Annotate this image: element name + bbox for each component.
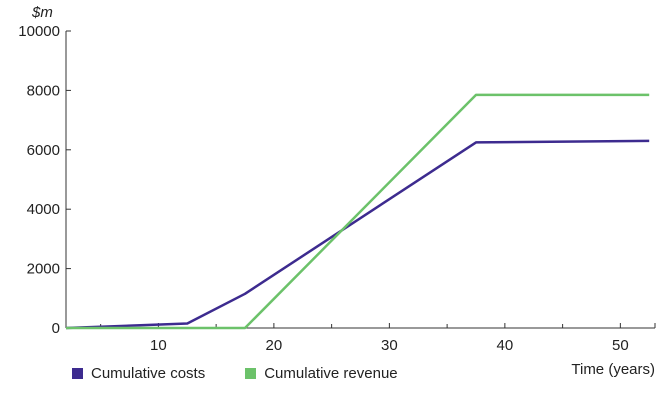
x-tick-label: 30 [381, 337, 398, 354]
legend-label-revenue: Cumulative revenue [264, 365, 398, 382]
axes: 0 2000 4000 6000 8000 10000 10 20 30 40 50 $m Time (… [18, 4, 656, 378]
y-tick-label: 4000 [27, 201, 60, 218]
y-tick-label: 6000 [27, 142, 60, 159]
series-line-1 [66, 93, 650, 330]
y-tick-label: 2000 [27, 261, 60, 278]
legend-item-costs: Cumulative costs [72, 365, 205, 382]
legend: Cumulative costs Cumulative revenue [72, 365, 398, 382]
x-tick-label: 20 [266, 337, 283, 354]
y-tick-label: 10000 [18, 23, 60, 40]
legend-swatch-revenue [245, 368, 257, 379]
y-tick-label: 8000 [27, 82, 60, 99]
legend-label-costs: Cumulative costs [91, 365, 206, 382]
x-axis-label: Time (years) [571, 361, 655, 378]
series-layer [65, 93, 650, 330]
y-tick-label: 0 [52, 320, 60, 337]
x-tick-label: 40 [497, 337, 514, 354]
x-tick-label: 50 [612, 337, 629, 354]
x-tick-label: 10 [150, 337, 167, 354]
legend-item-revenue: Cumulative revenue [245, 365, 398, 382]
y-axis-label: $m [31, 4, 53, 21]
series-line-0 [65, 139, 650, 330]
legend-swatch-costs [72, 368, 83, 379]
